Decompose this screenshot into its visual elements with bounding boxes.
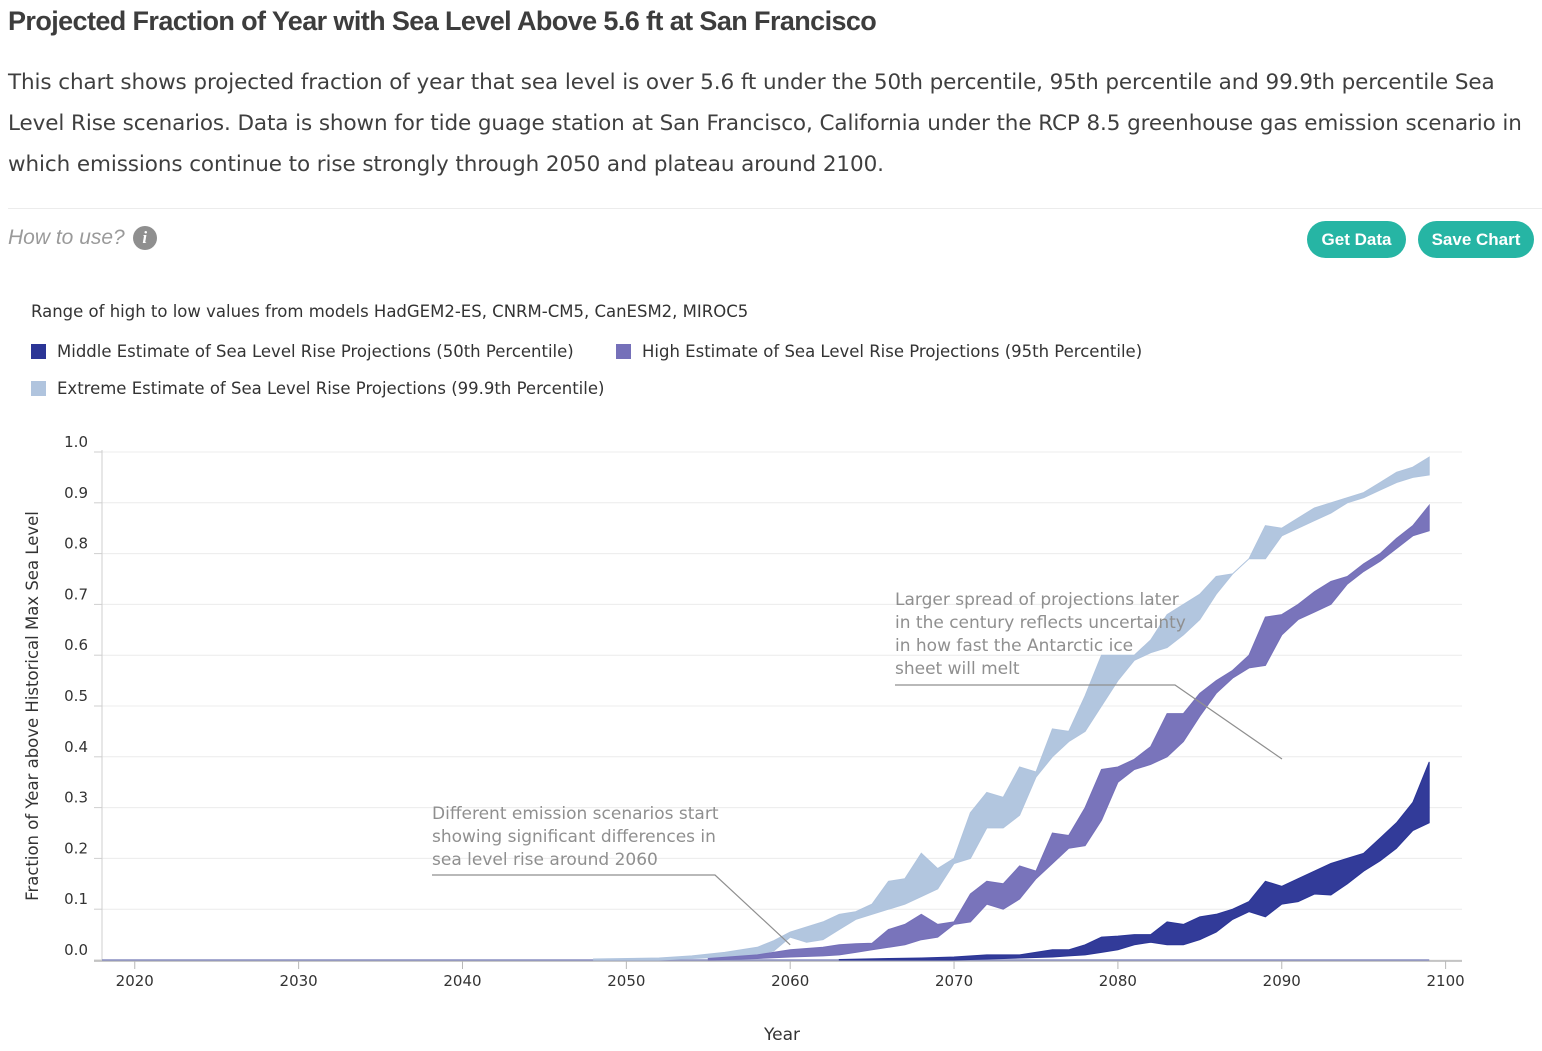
annotation-spread-leader [895,684,1283,760]
x-tick-label: 2060 [771,972,809,990]
x-tick-label: 2050 [607,972,645,990]
legend-item-extreme[interactable]: Extreme Estimate of Sea Level Rise Proje… [31,379,604,398]
y-tick-label: 0.3 [64,789,88,807]
y-tick-label: 0.6 [64,636,88,654]
section-divider [8,208,1542,209]
legend-swatch-extreme [31,381,46,396]
y-tick-label: 0.8 [64,535,88,553]
annotation-emission-leader [432,874,791,946]
x-tick-label: 2040 [443,972,481,990]
y-tick-label: 0.9 [64,484,88,502]
y-tick-label: 1.0 [64,433,88,451]
page-title: Projected Fraction of Year with Sea Leve… [8,6,877,36]
get-data-button[interactable]: Get Data [1307,221,1406,258]
sea-level-chart: 0.0 0.1 0.2 0.3 0.4 0.5 0.6 0.7 0.8 0.9 1.0 2020 203… [23,433,1465,1045]
annotation-spread-text: in the century reflects uncertainty [895,613,1186,633]
legend-item-high[interactable]: High Estimate of Sea Level Rise Projecti… [616,342,1142,361]
x-tick-label: 2030 [280,972,318,990]
how-to-use-link[interactable]: How to use? i [8,226,157,250]
series-band-high [707,503,1430,961]
legend-label-middle: Middle Estimate of Sea Level Rise Projec… [57,342,574,361]
legend-label-high: High Estimate of Sea Level Rise Projecti… [642,342,1143,361]
legend-item-middle[interactable]: Middle Estimate of Sea Level Rise Projec… [31,342,574,361]
x-tick-label: 2020 [116,972,154,990]
annotation-emission-text: sea level rise around 2060 [432,850,658,870]
annotation-spread-text: Larger spread of projections later [895,590,1179,610]
annotation-emission-text: Different emission scenarios start [432,804,719,824]
y-axis-title: Fraction of Year above Historical Max Se… [23,511,42,901]
x-tick-label: 2100 [1427,972,1465,990]
annotation-spread-text: sheet will melt [895,659,1020,679]
legend-swatch-high [616,344,631,359]
how-to-use-label: How to use? [8,226,125,249]
legend-swatch-middle [31,344,46,359]
y-tick-label: 0.4 [64,738,88,756]
save-chart-button[interactable]: Save Chart [1418,221,1534,258]
x-axis-title: Year [763,1025,800,1045]
series-band-middle [838,761,1430,961]
x-tick-label: 2090 [1263,972,1301,990]
y-tick-label: 0.7 [64,585,88,603]
y-tick-label: 0.5 [64,687,88,705]
legend-label-extreme: Extreme Estimate of Sea Level Rise Proje… [57,379,605,398]
y-tick-label: 0.2 [64,839,88,857]
chart-description: This chart shows projected fraction of y… [8,70,1522,177]
annotation-emission-text: showing significant differences in [432,827,716,847]
series-band-extreme [593,456,1430,961]
y-tick-label: 0.0 [64,941,88,959]
x-tick-label: 2070 [935,972,973,990]
info-icon[interactable]: i [132,226,157,250]
chart-subtitle: Range of high to low values from models … [31,302,749,321]
y-tick-label: 0.1 [64,890,88,908]
annotation-spread-text: in how fast the Antarctic ice [895,636,1133,656]
x-tick-label: 2080 [1099,972,1137,990]
